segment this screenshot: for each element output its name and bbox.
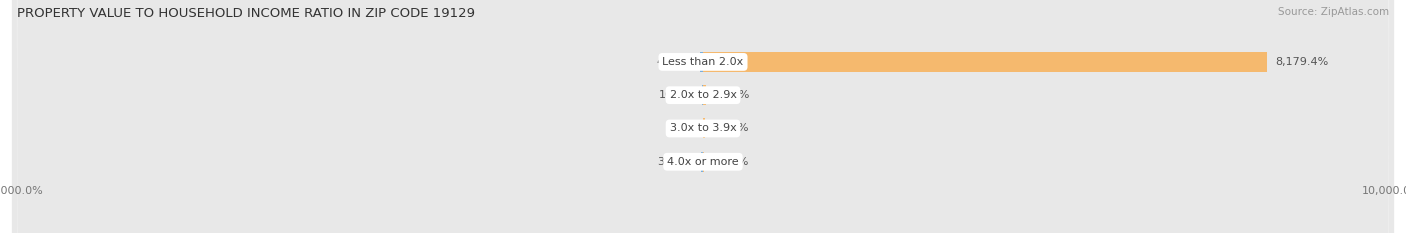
Bar xyxy=(700,152,703,172)
Text: 6.4%: 6.4% xyxy=(666,123,695,134)
Bar xyxy=(703,52,1267,72)
FancyBboxPatch shape xyxy=(13,0,1393,233)
Text: 21.0%: 21.0% xyxy=(713,157,748,167)
Bar xyxy=(700,52,703,72)
Text: 43.0%: 43.0% xyxy=(714,90,749,100)
Text: 25.9%: 25.9% xyxy=(713,123,748,134)
Text: 8,179.4%: 8,179.4% xyxy=(1275,57,1329,67)
Bar xyxy=(703,85,706,105)
Text: 33.4%: 33.4% xyxy=(657,157,692,167)
FancyBboxPatch shape xyxy=(13,0,1393,233)
Text: Less than 2.0x: Less than 2.0x xyxy=(662,57,744,67)
Text: PROPERTY VALUE TO HOUSEHOLD INCOME RATIO IN ZIP CODE 19129: PROPERTY VALUE TO HOUSEHOLD INCOME RATIO… xyxy=(17,7,475,20)
Bar xyxy=(703,152,704,172)
Text: 46.1%: 46.1% xyxy=(657,57,692,67)
Text: 4.0x or more: 4.0x or more xyxy=(668,157,738,167)
FancyBboxPatch shape xyxy=(13,0,1393,233)
Text: 2.0x to 2.9x: 2.0x to 2.9x xyxy=(669,90,737,100)
Text: 3.0x to 3.9x: 3.0x to 3.9x xyxy=(669,123,737,134)
Text: Source: ZipAtlas.com: Source: ZipAtlas.com xyxy=(1278,7,1389,17)
Bar xyxy=(703,119,704,138)
Text: 10.1%: 10.1% xyxy=(659,90,695,100)
FancyBboxPatch shape xyxy=(13,0,1393,233)
